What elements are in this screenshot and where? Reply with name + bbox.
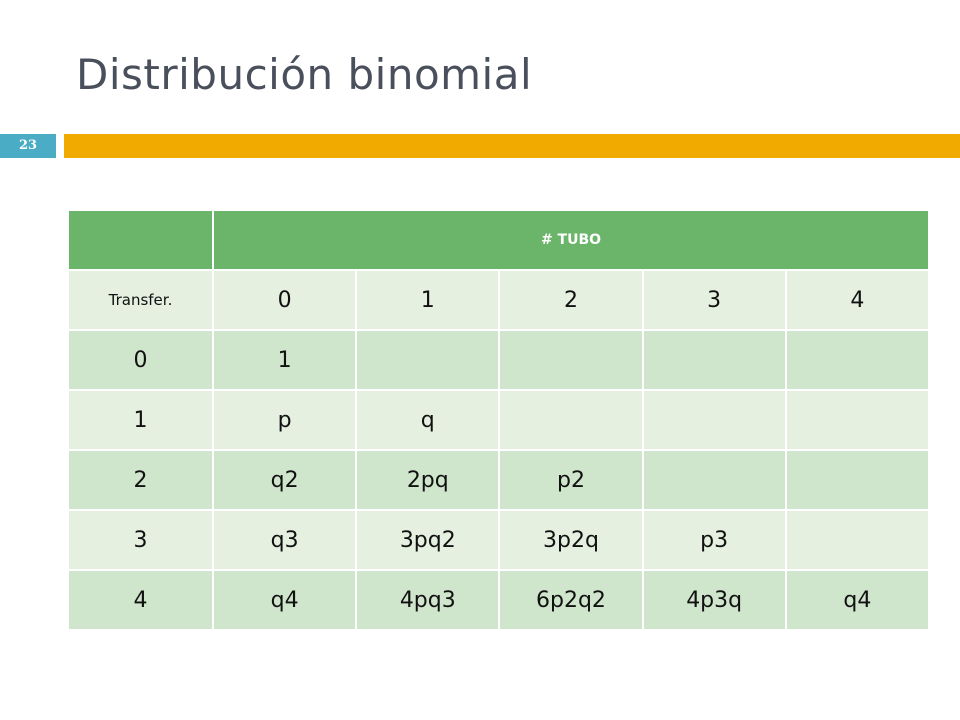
row-label-cell: 2 [67, 449, 214, 511]
table-cell [641, 329, 787, 391]
table-cell [355, 329, 501, 391]
row-label-cell: 0 [67, 329, 214, 391]
table-cell: q4 [784, 569, 931, 631]
page-title: Distribución binomial [76, 50, 533, 99]
table-cell [498, 389, 644, 451]
row-label-cell: 4 [67, 569, 214, 631]
table-row: 4 q4 4pq3 6p2q2 4p3q q4 [67, 569, 931, 631]
column-header-cell: 3 [641, 269, 787, 331]
table-cell: 2pq [355, 449, 501, 511]
table-row: 2 q2 2pq p2 [67, 449, 931, 511]
header-empty-cell [67, 209, 214, 271]
table-cell [784, 389, 931, 451]
table-cell: 4p3q [641, 569, 787, 631]
accent-bar [64, 134, 960, 158]
table-cell [784, 329, 931, 391]
column-header-cell: 4 [784, 269, 931, 331]
column-header-row: Transfer. 0 1 2 3 4 [67, 269, 931, 331]
column-header-cell: 2 [498, 269, 644, 331]
header-tubo-cell: # TUBO [212, 209, 930, 271]
corner-label-cell: Transfer. [67, 269, 214, 331]
table-cell: 3p2q [498, 509, 644, 571]
table-cell: 6p2q2 [498, 569, 644, 631]
table-cell [784, 449, 931, 511]
row-label-cell: 3 [67, 509, 214, 571]
table-cell: q [355, 389, 501, 451]
table-cell: 4pq3 [355, 569, 501, 631]
table-row: 1 p q [67, 389, 931, 451]
table-cell: q3 [211, 509, 358, 571]
table-cell: p2 [498, 449, 644, 511]
table-header-row: # TUBO [67, 209, 930, 271]
table-cell: q2 [211, 449, 358, 511]
table-row: 0 1 [67, 329, 931, 391]
row-label-cell: 1 [67, 389, 214, 451]
table-cell: q4 [211, 569, 358, 631]
table-cell: 3pq2 [355, 509, 501, 571]
table-cell [784, 509, 931, 571]
table-cell: p3 [641, 509, 787, 571]
table-cell: p [211, 389, 358, 451]
table-cell: 1 [211, 329, 358, 391]
table-cell [498, 329, 644, 391]
table-cell [641, 449, 787, 511]
column-header-cell: 0 [211, 269, 358, 331]
binomial-table: # TUBO Transfer. 0 1 2 3 4 0 1 1 p q 2 [67, 209, 931, 631]
table-cell [641, 389, 787, 451]
table-row: 3 q3 3pq2 3p2q p3 [67, 509, 931, 571]
column-header-cell: 1 [355, 269, 501, 331]
slide-number-badge: 23 [0, 134, 56, 158]
